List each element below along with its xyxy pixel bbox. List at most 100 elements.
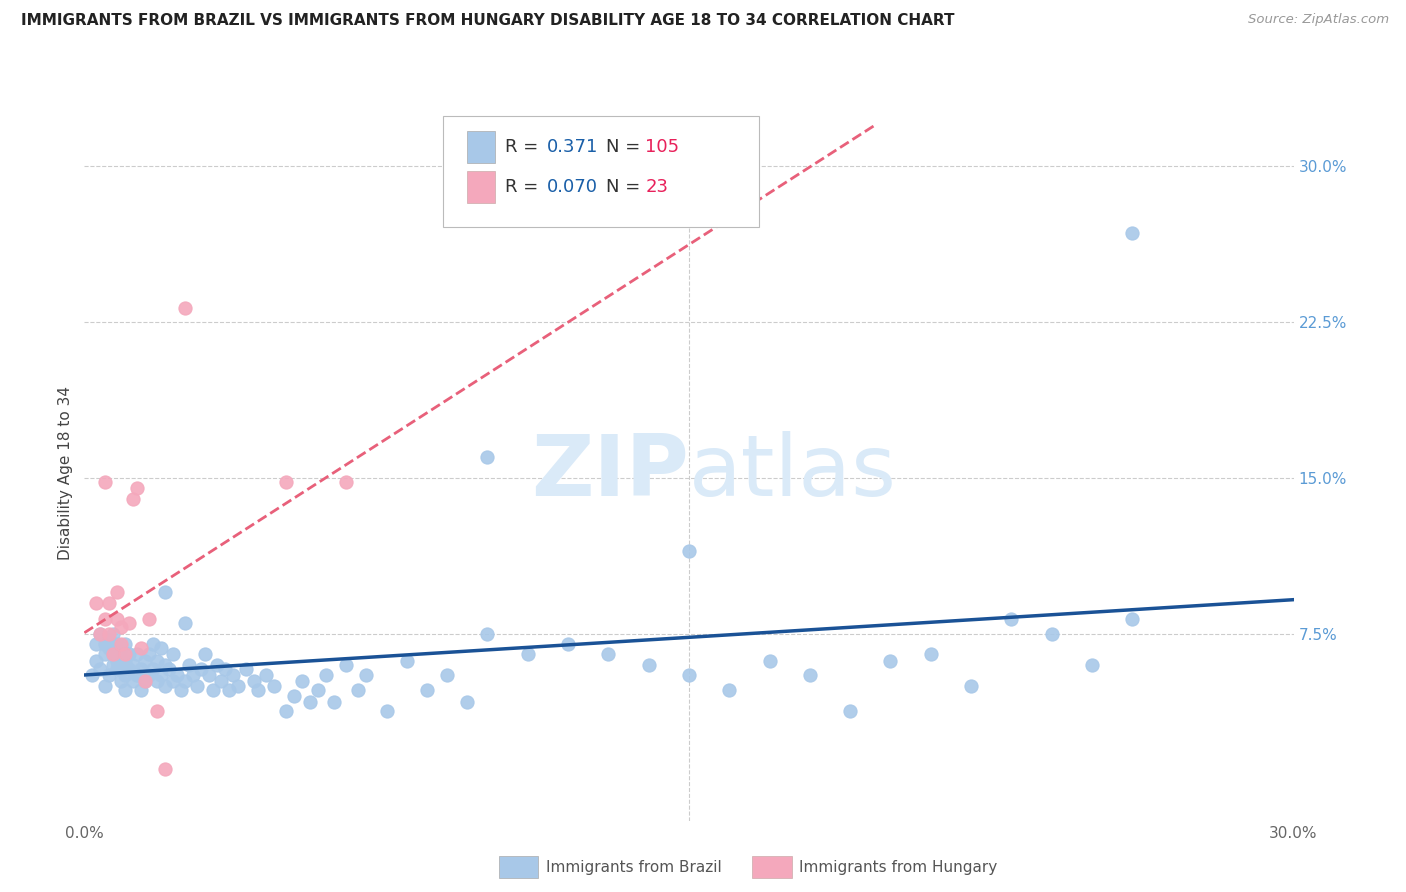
- Point: [1000, 612, 1022, 626]
- Text: 23: 23: [645, 178, 668, 196]
- Point: [157, 662, 180, 676]
- Point: [166, 668, 188, 682]
- Point: [356, 668, 378, 682]
- Point: [174, 616, 197, 631]
- Text: R =: R =: [505, 138, 544, 156]
- Point: [105, 662, 128, 676]
- Point: [235, 662, 257, 676]
- Point: [101, 648, 124, 662]
- Point: [153, 657, 176, 672]
- Point: [149, 668, 172, 682]
- Point: [134, 674, 156, 689]
- Point: [315, 668, 337, 682]
- Text: Source: ZipAtlas.com: Source: ZipAtlas.com: [1249, 13, 1389, 27]
- Point: [121, 674, 143, 689]
- Point: [214, 662, 236, 676]
- Point: [118, 648, 141, 662]
- Point: [134, 674, 156, 689]
- Point: [149, 641, 172, 656]
- Point: [93, 648, 115, 662]
- Text: 0.371: 0.371: [547, 138, 599, 156]
- Point: [97, 596, 120, 610]
- Text: atlas: atlas: [689, 431, 897, 515]
- Text: Immigrants from Brazil: Immigrants from Brazil: [546, 860, 721, 874]
- Point: [153, 585, 176, 599]
- Point: [142, 662, 165, 676]
- Point: [335, 657, 357, 672]
- Point: [174, 301, 197, 315]
- Y-axis label: Disability Age 18 to 34: Disability Age 18 to 34: [58, 385, 73, 560]
- Point: [436, 668, 458, 682]
- Point: [190, 662, 212, 676]
- Text: R =: R =: [505, 178, 544, 196]
- Point: [174, 674, 197, 689]
- Point: [134, 654, 156, 668]
- Point: [110, 637, 132, 651]
- Point: [114, 668, 136, 682]
- Point: [678, 668, 700, 682]
- Point: [207, 657, 229, 672]
- Point: [89, 626, 111, 640]
- Point: [125, 668, 148, 682]
- Point: [146, 704, 169, 718]
- Point: [82, 668, 104, 682]
- Point: [170, 682, 193, 697]
- Point: [146, 654, 169, 668]
- Point: [93, 612, 115, 626]
- Point: [323, 695, 346, 709]
- Point: [960, 679, 983, 693]
- Point: [179, 657, 201, 672]
- Point: [1121, 226, 1143, 240]
- Point: [557, 637, 579, 651]
- Point: [299, 695, 322, 709]
- Point: [101, 657, 124, 672]
- Point: [718, 682, 741, 697]
- Point: [799, 668, 821, 682]
- Point: [153, 762, 176, 776]
- Text: IMMIGRANTS FROM BRAZIL VS IMMIGRANTS FROM HUNGARY DISABILITY AGE 18 TO 34 CORREL: IMMIGRANTS FROM BRAZIL VS IMMIGRANTS FRO…: [21, 13, 955, 29]
- Point: [307, 682, 329, 697]
- Point: [218, 682, 240, 697]
- Point: [1121, 612, 1143, 626]
- Point: [105, 654, 128, 668]
- Point: [395, 654, 418, 668]
- Point: [105, 612, 128, 626]
- Text: ZIP: ZIP: [531, 431, 689, 515]
- Point: [598, 648, 620, 662]
- Point: [263, 679, 285, 693]
- Point: [118, 616, 141, 631]
- Point: [97, 626, 120, 640]
- Point: [477, 626, 499, 640]
- Point: [114, 648, 136, 662]
- Point: [162, 648, 184, 662]
- Point: [97, 668, 120, 682]
- Point: [146, 674, 169, 689]
- Point: [375, 704, 398, 718]
- Text: 0.070: 0.070: [547, 178, 598, 196]
- Point: [129, 641, 152, 656]
- Point: [202, 682, 225, 697]
- Point: [110, 620, 132, 634]
- Point: [101, 626, 124, 640]
- Point: [1040, 626, 1063, 640]
- Point: [335, 475, 357, 489]
- Point: [110, 657, 132, 672]
- Point: [89, 662, 111, 676]
- Point: [209, 674, 232, 689]
- Point: [186, 679, 208, 693]
- Point: [93, 679, 115, 693]
- Point: [283, 689, 305, 703]
- Point: [416, 682, 439, 697]
- Text: N =: N =: [606, 138, 645, 156]
- Point: [839, 704, 862, 718]
- Point: [198, 668, 221, 682]
- Point: [138, 648, 160, 662]
- Point: [97, 641, 120, 656]
- Point: [477, 450, 499, 465]
- Text: Immigrants from Hungary: Immigrants from Hungary: [799, 860, 997, 874]
- Point: [637, 657, 659, 672]
- Point: [93, 475, 115, 489]
- Point: [181, 668, 204, 682]
- Point: [254, 668, 277, 682]
- Point: [110, 674, 132, 689]
